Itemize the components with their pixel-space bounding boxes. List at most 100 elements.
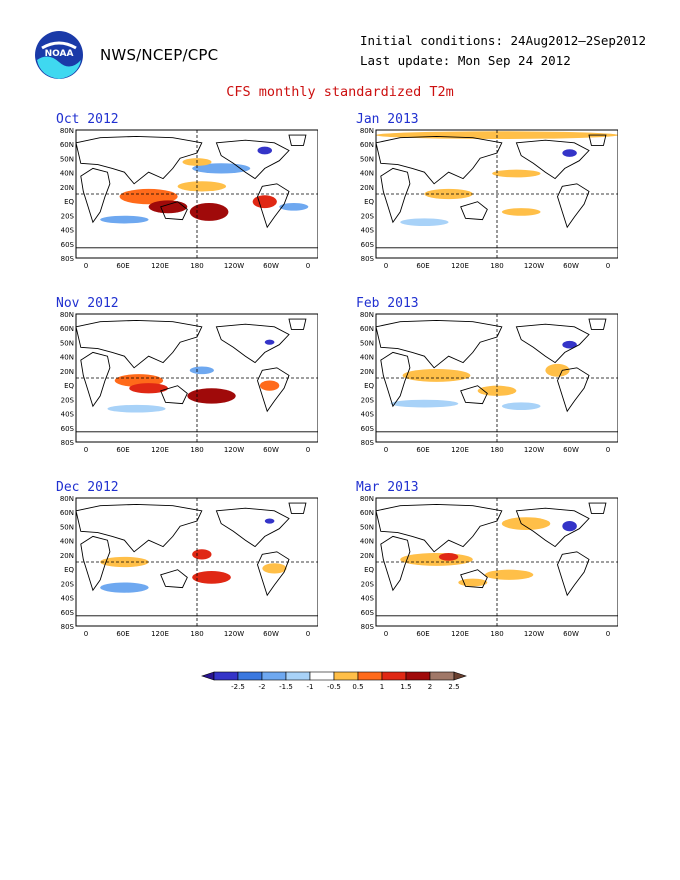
lat-tick-label: 40N — [60, 170, 74, 178]
colorbar-swatch — [213, 671, 239, 681]
coastline — [80, 351, 111, 408]
lat-tick-label: 60S — [61, 609, 75, 617]
lat-tick-label: 80S — [61, 623, 75, 631]
lon-tick-label: 0 — [384, 630, 388, 638]
coastline — [288, 134, 307, 146]
anomaly-region — [545, 363, 570, 377]
colorbar-swatch — [237, 671, 263, 681]
lat-tick-label: 60S — [61, 241, 75, 249]
lon-tick-label: 60E — [116, 262, 129, 270]
lon-tick-label: 120W — [224, 446, 244, 454]
lat-tick-label: 80S — [361, 255, 375, 263]
coastline — [515, 507, 590, 548]
coastline — [288, 318, 307, 330]
page-title: CFS monthly standardized T2m — [226, 84, 454, 100]
lon-tick-label: 120E — [151, 446, 169, 454]
lat-tick-label: 40N — [60, 538, 74, 546]
lon-tick-label: 120E — [151, 262, 169, 270]
anomaly-map: 80N 60N 50N 40N 20N EQ 20S 40S 60S 80S 0 60E 120E 180… — [60, 496, 318, 638]
lon-tick-label: 0 — [384, 446, 388, 454]
coastline — [380, 535, 411, 592]
lat-tick-label: 40S — [361, 595, 375, 603]
lon-tick-label: 120W — [524, 262, 544, 270]
lon-tick-label: 60W — [563, 630, 579, 638]
anomaly-region — [400, 218, 449, 226]
lat-tick-label: 20S — [361, 580, 375, 588]
lat-tick-label: 80S — [361, 439, 375, 447]
map-panel-dec: Dec 2012 80N 60N 50N 40N 20N EQ 20S 40S 60S 80S 0 60… — [56, 480, 326, 655]
coastline — [257, 551, 290, 597]
coastline — [215, 507, 290, 548]
lon-tick-label: 0 — [306, 262, 310, 270]
coastline — [80, 535, 111, 592]
lat-tick-label: 40N — [360, 170, 374, 178]
coastline — [257, 183, 290, 229]
coastline — [160, 201, 188, 221]
lon-tick-label: 180 — [190, 262, 203, 270]
lat-tick-label: 60S — [361, 609, 375, 617]
panel-title: Dec 2012 — [56, 480, 119, 495]
anomaly-region — [390, 399, 459, 408]
coastline — [515, 323, 590, 364]
anomaly-region — [148, 200, 188, 214]
lat-tick-label: 80N — [360, 496, 374, 503]
lon-tick-label: 120E — [451, 630, 469, 638]
lon-tick-label: 180 — [490, 446, 503, 454]
map-frame — [375, 497, 618, 627]
anomaly-map: 80N 60N 50N 40N 20N EQ 20S 40S 60S 80S 0 60E 120E 180… — [60, 312, 318, 454]
anomaly-map: 80N 60N 50N 40N 20N EQ 20S 40S 60S 80S 0 60E 120E 180… — [360, 128, 618, 270]
lat-tick-label: 80N — [60, 128, 74, 135]
colorbar-label: 1.5 — [400, 683, 411, 691]
lat-tick-label: 60S — [361, 425, 375, 433]
lon-tick-label: 0 — [606, 630, 610, 638]
lat-tick-label: 60N — [360, 141, 374, 149]
anomaly-region — [192, 570, 231, 584]
anomaly-region — [129, 383, 168, 394]
map-panel-nov: Nov 2012 80N 60N 50N 40N 20N EQ 20S 40S 60S 80S 0 60… — [56, 296, 326, 471]
anomaly-region — [400, 553, 473, 566]
lat-tick-label: 40N — [60, 354, 74, 362]
lat-tick-label: 80S — [61, 255, 75, 263]
anomaly-region — [438, 553, 459, 561]
lon-tick-label: 120W — [524, 630, 544, 638]
lon-tick-label: 60E — [416, 630, 429, 638]
coastline — [80, 167, 111, 224]
colorbar-label: 1 — [380, 683, 384, 691]
anomaly-region — [402, 369, 471, 382]
lat-tick-label: 50N — [60, 339, 74, 347]
anomaly-region — [458, 578, 488, 587]
coastline — [515, 139, 590, 180]
panel-title: Feb 2013 — [356, 296, 419, 311]
lat-tick-label: EQ — [64, 382, 74, 390]
anomaly-region — [100, 582, 149, 593]
coastline — [588, 502, 607, 514]
lat-tick-label: 50N — [60, 155, 74, 163]
lon-tick-label: 60W — [563, 262, 579, 270]
lon-tick-label: 60E — [116, 630, 129, 638]
lat-tick-label: 40S — [361, 411, 375, 419]
map-panel-jan: Jan 2013 80N 60N 50N 40N 20N EQ 20S 40S 60S 80S 0 60… — [356, 112, 626, 287]
colorbar-arrow-right — [453, 671, 467, 681]
colorbar-swatch — [285, 671, 311, 681]
lon-tick-label: 60W — [263, 262, 279, 270]
lat-tick-label: 60S — [361, 241, 375, 249]
last-update: Last update: Mon Sep 24 2012 — [360, 53, 571, 68]
panel-title: Mar 2013 — [356, 480, 419, 495]
lat-tick-label: 20N — [360, 552, 374, 560]
lat-tick-label: 50N — [60, 523, 74, 531]
colorbar-swatch — [381, 671, 407, 681]
colorbar-swatch — [429, 671, 455, 681]
lat-tick-label: 20S — [61, 212, 75, 220]
lon-tick-label: 120E — [451, 262, 469, 270]
coastline — [588, 134, 607, 146]
anomaly-region — [187, 388, 236, 404]
anomaly-region — [192, 163, 251, 174]
lon-tick-label: 120W — [224, 630, 244, 638]
lat-tick-label: 40S — [61, 595, 75, 603]
map-panel-oct: Oct 2012 80N 60N 50N 40N 20N EQ 20S 40S 60S 80S 0 60… — [56, 112, 326, 287]
lon-tick-label: 120W — [224, 262, 244, 270]
lon-tick-label: 60W — [563, 446, 579, 454]
colorbar-arrow-left — [201, 671, 215, 681]
lon-tick-label: 60E — [416, 262, 429, 270]
lat-tick-label: 60S — [61, 425, 75, 433]
